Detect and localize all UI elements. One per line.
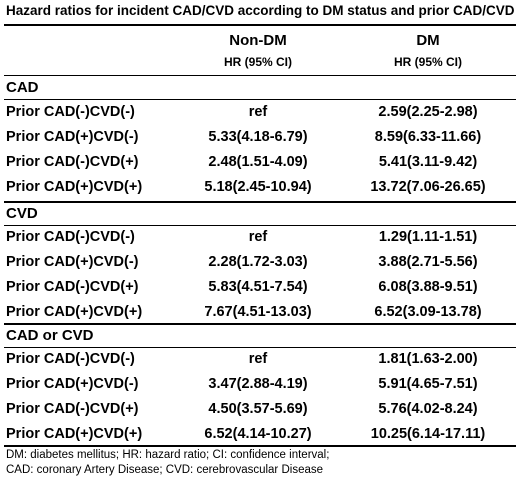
- table-row: Prior CAD(-)CVD(-) ref 1.81(1.63-2.00): [0, 351, 520, 375]
- section-divider: [4, 201, 516, 203]
- nondm-value: ref: [248, 229, 268, 245]
- nondm-value: 5.18(2.45-10.94): [204, 179, 312, 195]
- nondm-value: 7.67(4.51-13.03): [204, 304, 312, 320]
- nondm-value: 4.50(3.57-5.69): [208, 401, 308, 417]
- column-subheader-dm: HR (95% CI): [393, 55, 462, 69]
- table-row: Prior CAD(-)CVD(-) ref 2.59(2.25-2.98): [0, 104, 520, 128]
- dm-value: 2.59(2.25-2.98): [378, 104, 478, 120]
- section-title-cvd: CVD: [6, 205, 38, 222]
- nondm-value: ref: [248, 351, 268, 367]
- nondm-value: 5.83(4.51-7.54): [208, 279, 308, 295]
- header-rule: [4, 75, 516, 76]
- row-label: Prior CAD(-)CVD(+): [6, 401, 139, 417]
- dm-value: 10.25(6.14-17.11): [370, 426, 486, 442]
- dm-value: 1.81(1.63-2.00): [378, 351, 478, 367]
- bottom-rule: [4, 445, 516, 447]
- row-label: Prior CAD(+)CVD(+): [6, 304, 143, 320]
- top-rule: [4, 24, 516, 26]
- row-label: Prior CAD(-)CVD(-): [6, 104, 135, 120]
- row-label: Prior CAD(+)CVD(-): [6, 376, 139, 392]
- dm-value: 1.29(1.11-1.51): [378, 229, 478, 245]
- footnote-definitions: CAD: coronary Artery Disease; CVD: cereb…: [6, 464, 324, 476]
- table-row: Prior CAD(+)CVD(-) 3.47(2.88-4.19) 5.91(…: [0, 376, 520, 400]
- section-rule-cad: [4, 99, 516, 100]
- section-rule-cad-or-cvd: [4, 347, 516, 348]
- nondm-value: 2.48(1.51-4.09): [208, 154, 308, 170]
- dm-value: 5.76(4.02-8.24): [378, 401, 478, 417]
- nondm-value: 3.47(2.88-4.19): [208, 376, 308, 392]
- row-label: Prior CAD(+)CVD(-): [6, 129, 139, 145]
- table-row: Prior CAD(+)CVD(-) 5.33(4.18-6.79) 8.59(…: [0, 129, 520, 153]
- dm-value: 13.72(7.06-26.65): [370, 179, 486, 195]
- nondm-value: 2.28(1.72-3.03): [208, 254, 308, 270]
- row-label: Prior CAD(-)CVD(+): [6, 154, 139, 170]
- dm-value: 6.52(3.09-13.78): [374, 304, 482, 320]
- table-row: Prior CAD(+)CVD(+) 6.52(4.14-10.27) 10.2…: [0, 426, 520, 450]
- dm-value: 3.88(2.71-5.56): [378, 254, 478, 270]
- dm-value: 6.08(3.88-9.51): [378, 279, 478, 295]
- section-title-cad: CAD: [6, 79, 39, 96]
- dm-value: 5.91(4.65-7.51): [378, 376, 478, 392]
- dm-value: 5.41(3.11-9.42): [378, 154, 478, 170]
- nondm-value: ref: [248, 104, 268, 120]
- table-title: Hazard ratios for incident CAD/CVD accor…: [6, 3, 515, 18]
- dm-value: 8.59(6.33-11.66): [374, 129, 482, 145]
- row-label: Prior CAD(-)CVD(-): [6, 229, 135, 245]
- table-row: Prior CAD(+)CVD(+) 7.67(4.51-13.03) 6.52…: [0, 304, 520, 328]
- section-title-cad-or-cvd: CAD or CVD: [6, 327, 94, 344]
- table-row: Prior CAD(+)CVD(-) 2.28(1.72-3.03) 3.88(…: [0, 254, 520, 278]
- column-header-dm: DM: [416, 32, 440, 49]
- row-label: Prior CAD(+)CVD(-): [6, 254, 139, 270]
- row-label: Prior CAD(-)CVD(-): [6, 351, 135, 367]
- row-label: Prior CAD(+)CVD(+): [6, 426, 143, 442]
- table-row: Prior CAD(-)CVD(-) ref 1.29(1.11-1.51): [0, 229, 520, 253]
- section-divider: [4, 323, 516, 325]
- table-row: Prior CAD(-)CVD(+) 2.48(1.51-4.09) 5.41(…: [0, 154, 520, 178]
- table-row: Prior CAD(+)CVD(+) 5.18(2.45-10.94) 13.7…: [0, 179, 520, 203]
- column-header-nondm: Non-DM: [229, 32, 287, 49]
- nondm-value: 5.33(4.18-6.79): [208, 129, 308, 145]
- footnote-abbreviations: DM: diabetes mellitus; HR: hazard ratio;…: [6, 449, 330, 461]
- row-label: Prior CAD(+)CVD(+): [6, 179, 143, 195]
- table-row: Prior CAD(-)CVD(+) 5.83(4.51-7.54) 6.08(…: [0, 279, 520, 303]
- row-label: Prior CAD(-)CVD(+): [6, 279, 139, 295]
- column-subheader-nondm: HR (95% CI): [223, 55, 292, 69]
- nondm-value: 6.52(4.14-10.27): [204, 426, 312, 442]
- table-row: Prior CAD(-)CVD(+) 4.50(3.57-5.69) 5.76(…: [0, 401, 520, 425]
- section-rule-cvd: [4, 225, 516, 226]
